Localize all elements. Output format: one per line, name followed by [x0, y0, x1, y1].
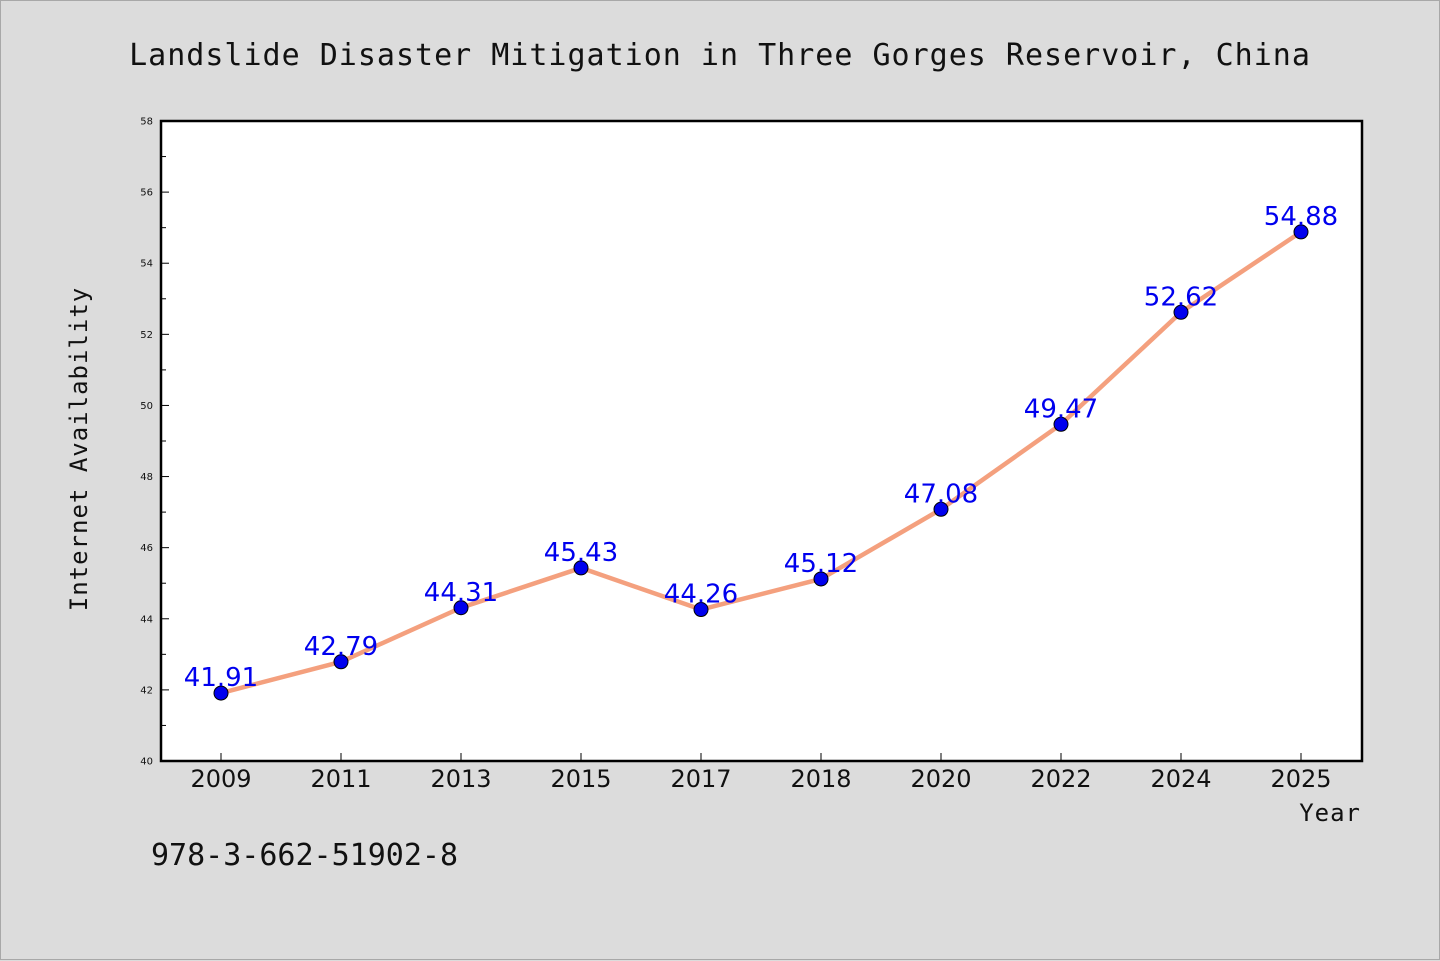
y-tick-label: 56: [140, 188, 153, 199]
x-tick-label: 2024: [1150, 765, 1211, 793]
x-tick-label: 2011: [310, 765, 371, 793]
x-tick-label: 2015: [550, 765, 611, 793]
x-tick-label: 2018: [790, 765, 851, 793]
data-point: [693, 602, 709, 618]
data-label: 54.88: [1264, 202, 1338, 232]
x-tick-label: 2025: [1270, 765, 1331, 793]
x-axis-label: Year: [1299, 799, 1361, 827]
x-axis: 2009 2011 2013 2015 2017 2018 2020 2022 2024 2025: [190, 753, 1332, 793]
y-tick-label: 46: [140, 543, 153, 554]
data-point: [573, 560, 589, 576]
data-label: 42.79: [304, 632, 378, 662]
data-label: 45.43: [544, 538, 618, 568]
y-axis: 40 42 44 46 48 50 52 54 56 58: [140, 117, 169, 768]
y-axis-label: Internet Availability: [65, 287, 93, 611]
y-tick-label: 48: [140, 472, 153, 483]
data-point: [213, 685, 229, 701]
data-point: [333, 654, 349, 670]
x-tick-label: 2017: [670, 765, 731, 793]
y-tick-label: 54: [140, 259, 153, 270]
data-label: 49.47: [1024, 394, 1098, 424]
series-group: 41.91 42.79 44.31 45.43 44.26 45.12 47.08 49.47…: [184, 202, 1338, 701]
x-tick-label: 2009: [190, 765, 251, 793]
data-label: 41.91: [184, 663, 258, 693]
data-point: [933, 501, 949, 517]
data-label: 45.12: [784, 549, 858, 579]
data-point: [1173, 304, 1189, 320]
plot-frame: [159, 119, 1364, 763]
series-line: [218, 229, 1304, 696]
data-point: [813, 571, 829, 587]
y-tick-label: 58: [140, 117, 153, 128]
y-tick-label: 52: [140, 330, 153, 341]
y-tick-label: 44: [140, 614, 153, 625]
data-label: 44.31: [424, 578, 498, 608]
x-tick-label: 2022: [1030, 765, 1091, 793]
footnote: 978-3-662-51902-8: [151, 838, 458, 873]
data-point: [1053, 416, 1069, 432]
x-tick-label: 2013: [430, 765, 491, 793]
y-tick-label: 40: [140, 757, 153, 768]
x-tick-label: 2020: [910, 765, 971, 793]
data-point: [453, 600, 469, 616]
y-tick-label: 50: [140, 401, 153, 412]
chart-title: Landslide Disaster Mitigation in Three G…: [129, 38, 1311, 73]
data-point: [1293, 224, 1309, 240]
y-tick-label: 42: [140, 685, 153, 696]
data-label: 44.26: [664, 580, 738, 610]
data-label: 52.62: [1144, 282, 1218, 312]
data-label: 47.08: [904, 479, 978, 509]
